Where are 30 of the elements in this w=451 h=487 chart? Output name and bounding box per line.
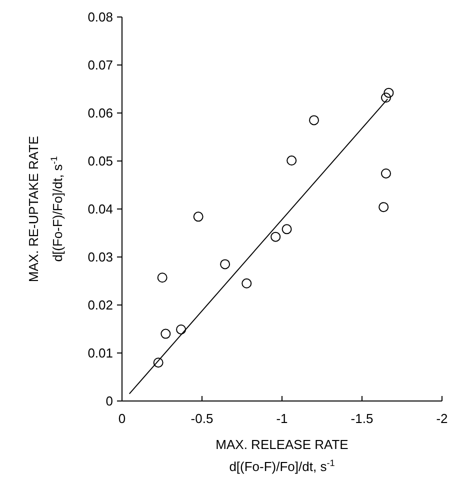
x-tick-label: 0 [118, 411, 126, 426]
point [270, 232, 281, 242]
y-tick-label: 0.08 [88, 10, 113, 25]
y-tick-label: 0.04 [88, 202, 113, 217]
point [286, 156, 297, 166]
y-tick-label: 0.06 [88, 106, 113, 121]
point [381, 92, 391, 103]
x-tick-label: -2 [436, 411, 448, 426]
point [160, 328, 171, 339]
y-tick-label: 0.03 [88, 250, 113, 265]
point [381, 168, 391, 178]
point [153, 358, 164, 368]
x-tick-label: -1 [276, 411, 288, 426]
y-tick-label: 0.07 [88, 58, 113, 73]
point [157, 272, 168, 283]
point [242, 278, 252, 288]
x-tick-label: -1.5 [350, 411, 374, 426]
y-tick-label: 0.05 [88, 154, 113, 169]
x-axis-title: MAX. RELEASE RATE d[(Fo-F)/Fo]/dt, s$^{-1}$ [216, 437, 349, 474]
x-tick-label: -0.5 [190, 411, 214, 426]
point [384, 88, 394, 98]
y-tick-label: 0.02 [88, 298, 113, 313]
y-tick-label: 0 [106, 394, 113, 409]
point [220, 259, 230, 270]
point [193, 212, 204, 222]
point [282, 224, 292, 234]
point [309, 115, 319, 126]
point [378, 202, 389, 212]
y-tick-label: 0.01 [88, 346, 113, 361]
point [176, 324, 186, 334]
